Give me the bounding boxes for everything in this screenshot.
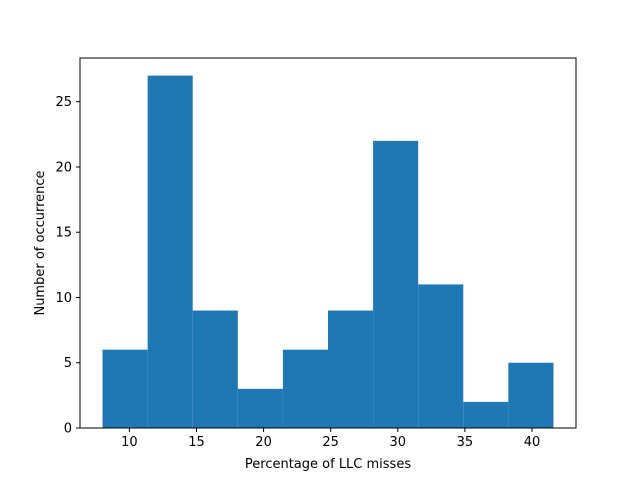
histogram-bar-10 (508, 362, 554, 428)
y-tick-label: 20 (55, 160, 72, 175)
histogram-bar-5 (282, 349, 328, 428)
x-axis-ticks: 10 15 20 25 30 35 40 (121, 428, 540, 450)
y-tick-label: 0 (64, 422, 72, 437)
plot-frame (79, 57, 577, 429)
histogram-bar-9 (463, 401, 509, 428)
x-tick-label: 10 (121, 435, 138, 450)
x-tick-label: 25 (322, 435, 339, 450)
histogram-bar-7 (373, 140, 419, 428)
y-tick-label: 5 (64, 356, 72, 371)
x-axis-label: Percentage of LLC misses (245, 457, 411, 472)
y-tick-label: 25 (55, 95, 72, 110)
histogram-bar-1 (102, 349, 148, 428)
x-tick-label: 15 (188, 435, 205, 450)
y-tick-label: 10 (55, 291, 72, 306)
histogram-bar-2 (147, 75, 193, 428)
x-tick-label: 30 (390, 435, 407, 450)
histogram-bar-6 (328, 310, 374, 428)
x-tick-label: 20 (255, 435, 272, 450)
x-tick-label: 40 (524, 435, 541, 450)
x-tick-label: 35 (457, 435, 474, 450)
histogram-bar-4 (237, 388, 283, 428)
y-axis-label: Number of occurrence (33, 170, 48, 315)
histogram-bar-3 (192, 310, 238, 428)
bars (102, 75, 554, 428)
histogram-bar-8 (418, 284, 464, 428)
y-tick-label: 15 (55, 226, 72, 241)
y-axis-ticks: 0 5 10 15 20 25 (55, 95, 80, 437)
